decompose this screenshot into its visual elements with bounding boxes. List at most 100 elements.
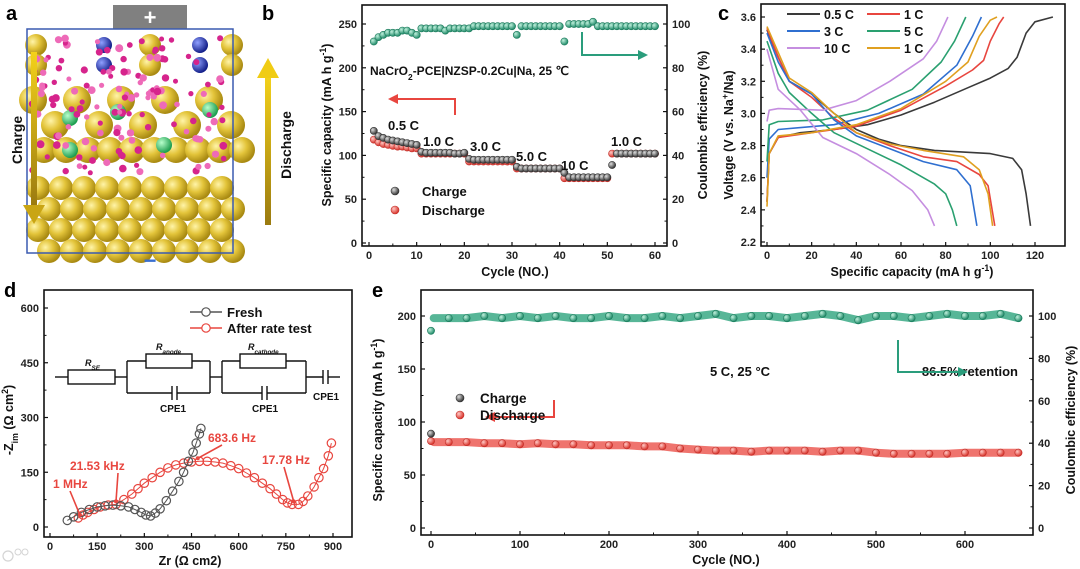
after-rate-test-point — [265, 483, 275, 494]
oxygen-atom — [159, 45, 166, 52]
fresh-point — [123, 502, 134, 512]
oxygen-atom — [205, 125, 212, 132]
coulombic-efficiency-point — [836, 312, 845, 320]
oxygen-atom — [80, 66, 88, 74]
fresh-point — [68, 511, 79, 522]
oxygen-atom — [185, 53, 192, 60]
after-rate-test-point — [282, 498, 293, 508]
oxygen-atom — [171, 121, 177, 128]
legend-label: 0.5 C — [824, 8, 854, 22]
legend-charge-label: Charge — [422, 184, 467, 199]
oxygen-atom — [200, 90, 207, 97]
x-axis-label: Cycle (NO.) — [692, 553, 759, 567]
coulombic-efficiency-band — [429, 309, 1023, 325]
gold-atom — [129, 111, 157, 139]
gold-atom — [49, 218, 73, 242]
legend-discharge-marker — [455, 410, 465, 420]
oxygen-atom — [216, 75, 224, 83]
y-axis-label-part: (Ω cm — [2, 394, 16, 433]
coulombic-efficiency-point — [907, 314, 916, 322]
gold-atom — [37, 197, 61, 221]
oxygen-atom — [76, 154, 83, 161]
coulombic-efficiency-point — [508, 22, 516, 31]
curve-10C-discharge — [766, 48, 936, 227]
oxygen-atom — [84, 114, 90, 120]
oxygen-atom — [161, 74, 170, 82]
fresh-point — [191, 438, 201, 448]
oxygen-atom — [104, 46, 111, 54]
oxygen-atom — [211, 150, 220, 158]
after-rate-test-point — [298, 496, 308, 507]
oxygen-atom — [136, 168, 144, 176]
y-tick-label: 200 — [398, 311, 416, 323]
gold-atom — [83, 197, 107, 221]
oxygen-atom — [81, 137, 90, 146]
x-axis-label: Zr (Ω cm2) — [159, 554, 222, 568]
x-tick-label: 20 — [458, 250, 470, 262]
oxygen-atom — [193, 135, 201, 143]
y-tick-label: 3.0 — [741, 108, 756, 120]
coulombic-efficiency-point — [533, 314, 542, 322]
coulombic-efficiency-point — [480, 312, 489, 320]
curve-3C-discharge — [766, 32, 978, 227]
discharge-point — [854, 446, 863, 455]
oxygen-atom — [126, 111, 132, 117]
panel-letter-d: d — [4, 280, 16, 302]
discharge-point — [551, 440, 560, 449]
x-axis-label-part: Specific capacity (mA h g — [831, 265, 982, 279]
coulombic-efficiency-point — [658, 312, 667, 320]
oxygen-atom — [76, 163, 83, 170]
gold-atom — [26, 218, 50, 242]
oxygen-atom — [65, 124, 72, 130]
coulombic-efficiency-point — [978, 312, 987, 320]
y2-tick-label: 80 — [1038, 353, 1050, 365]
y2-tick-label: 40 — [672, 150, 684, 162]
coulombic-efficiency-point — [676, 314, 685, 322]
curve-1C-discharge — [766, 26, 994, 227]
oxygen-atom — [118, 134, 125, 141]
oxygen-atom — [134, 162, 140, 168]
gold-atom — [95, 176, 119, 200]
frequency-label: 17.78 Hz — [262, 453, 310, 467]
after-rate-test-point — [271, 489, 282, 499]
x-tick-label: 40 — [554, 250, 566, 262]
legend-charge-marker — [390, 186, 400, 196]
label-ranode-part: R — [156, 342, 163, 352]
legend-label: 5 C — [904, 25, 923, 39]
gold-atom — [210, 176, 234, 200]
oxygen-atom — [139, 111, 145, 118]
oxygen-atom — [44, 154, 50, 160]
frequency-label: 1 MHz — [53, 477, 88, 491]
oxygen-atom — [139, 74, 147, 82]
coulombic-efficiency-point — [1014, 314, 1023, 322]
y-tick-label: 600 — [21, 303, 39, 315]
gold-atom — [185, 137, 211, 163]
plot-frame — [43, 289, 353, 538]
y-tick-label: 200 — [339, 63, 357, 75]
chart-title-part: -PCE|NZSP-0.2Cu|Na, 25 ℃ — [413, 64, 569, 78]
oxygen-atom — [71, 87, 79, 95]
x-tick-label: 0 — [47, 541, 53, 553]
y-axis-label-part: Specific capacity (mA h g — [371, 350, 385, 501]
oxygen-atom — [62, 142, 70, 149]
oxygen-atom — [127, 94, 136, 102]
oxygen-atom — [217, 35, 224, 42]
oxygen-atom — [153, 87, 162, 96]
coulombic-efficiency-point — [925, 312, 934, 320]
x-tick-label: 120 — [1026, 250, 1044, 262]
label-cpe1: CPE1 — [313, 392, 340, 403]
panel-e-long-cycling: e 0 100 200 300 400 500 600 0 50 100 150 200 0 20 40 60 8… — [369, 280, 1078, 567]
oxygen-atom — [105, 68, 112, 75]
y-tick-label: 0 — [33, 522, 39, 534]
y-axis-label-part: 2 — [0, 389, 10, 394]
x-tick-label: 0 — [428, 539, 434, 551]
y2-axis-label: Coulombic efficiency (%) — [696, 51, 710, 200]
oxygen-atom — [117, 151, 125, 158]
gold-atom — [129, 197, 153, 221]
frequency-arrow — [283, 466, 295, 502]
oxygen-atom — [94, 104, 100, 110]
after-rate-test-point — [257, 478, 268, 488]
fresh-point — [194, 429, 205, 439]
x-tick-label: 750 — [277, 541, 295, 553]
y-tick-label: 250 — [339, 19, 357, 31]
